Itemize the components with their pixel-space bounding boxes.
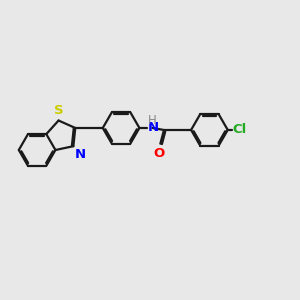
Text: N: N xyxy=(74,148,86,161)
Text: S: S xyxy=(54,104,64,117)
Text: Cl: Cl xyxy=(233,123,247,136)
Text: N: N xyxy=(148,122,159,134)
Text: H: H xyxy=(148,114,156,127)
Text: O: O xyxy=(154,147,165,160)
